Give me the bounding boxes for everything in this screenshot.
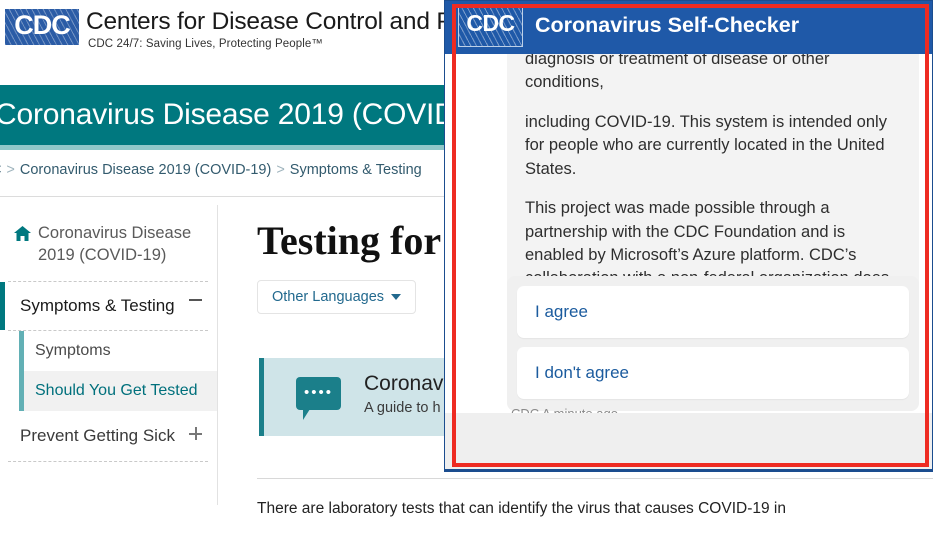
chevron-down-icon (391, 294, 402, 301)
body-paragraph: There are laboratory tests that can iden… (257, 500, 786, 517)
site-tagline: CDC 24/7: Saving Lives, Protecting Peopl… (88, 38, 323, 50)
content-rule (257, 478, 933, 479)
sidebar-divider (8, 280, 208, 282)
cdc-logo-hatch (5, 9, 79, 45)
i-dont-agree-button[interactable]: I don't agree (517, 347, 909, 399)
breadcrumb-item-cdc[interactable]: CDC (0, 162, 1, 178)
cdc-logo[interactable]: CDC (5, 9, 79, 45)
breadcrumb-separator: > (276, 162, 285, 178)
breadcrumb-rule (0, 196, 447, 197)
sidebar-item-symptoms-testing-label: Symptoms & Testing (20, 295, 175, 315)
breadcrumb-item-covid[interactable]: Coronavirus Disease 2019 (COVID-19) (19, 162, 272, 178)
sidebar-item-symptoms[interactable]: Symptoms (19, 331, 218, 371)
sidebar-subnav: Symptoms Should You Get Tested (0, 330, 218, 411)
sidebar-item-should-you-get-tested-label: Should You Get Tested (35, 381, 198, 399)
sidebar-item-should-you-get-tested[interactable]: Should You Get Tested (19, 370, 218, 411)
cdc-logo-text: CDC (14, 10, 71, 40)
sidebar-divider (8, 329, 208, 331)
breadcrumb-item-symptoms-testing[interactable]: Symptoms & Testing (289, 162, 422, 178)
modal-footer (445, 413, 932, 469)
modal-message-clipped-line: diagnosis or treatment of disease or oth… (525, 54, 830, 92)
promo-subtitle: A guide to h (364, 400, 441, 416)
modal-choice-group: I agree I don't agree (507, 276, 919, 411)
modal-cdc-logo-text: CDC (466, 10, 515, 36)
modal-message-paragraph-1: including COVID-19. This system is inten… (525, 112, 887, 178)
sidebar-item-home[interactable]: Coronavirus Disease 2019 (COVID-19) (0, 205, 218, 281)
minus-icon[interactable] (189, 298, 202, 301)
other-languages-label: Other Languages (272, 289, 385, 305)
modal-header: CDC Coronavirus Self-Checker (445, 1, 932, 54)
modal-message-meta: CDC A minute ago (511, 406, 618, 413)
sidebar-vertical-rule (217, 205, 218, 505)
modal-cdc-logo-hatch (459, 8, 522, 46)
sidebar-divider (8, 460, 208, 462)
page-title: Testing for (257, 218, 442, 263)
sidebar-item-prevent-getting-sick-label: Prevent Getting Sick (20, 425, 175, 445)
promo-title: Coronav (364, 372, 444, 395)
sidebar-item-home-label: Coronavirus Disease 2019 (COVID-19) (38, 224, 192, 264)
promo-text-block: Coronav A guide to h (364, 372, 443, 416)
modal-cdc-logo: CDC (458, 7, 523, 47)
sidebar-item-prevent-getting-sick[interactable]: Prevent Getting Sick (0, 411, 218, 461)
sidebar-subnav-bar (19, 330, 24, 411)
plus-icon-vertical (194, 427, 197, 441)
other-languages-button[interactable]: Other Languages (257, 280, 417, 314)
modal-title: Coronavirus Self-Checker (535, 13, 800, 37)
sidebar-item-symptoms-testing[interactable]: Symptoms & Testing (0, 281, 218, 330)
sidebar-nav: Coronavirus Disease 2019 (COVID-19) Symp… (0, 205, 218, 462)
breadcrumb-separator: > (6, 162, 15, 178)
chat-bubble-dots: •••• (303, 384, 333, 401)
sidebar-active-bar (0, 281, 5, 330)
sidebar-item-symptoms-label: Symptoms (35, 341, 111, 359)
chat-bubble-icon: •••• (296, 377, 341, 420)
banner-title: Coronavirus Disease 2019 (COVID-19) (0, 98, 509, 131)
self-checker-modal: CDC Coronavirus Self-Checker diagnosis o… (444, 0, 933, 470)
modal-message-scroll[interactable]: diagnosis or treatment of disease or oth… (445, 54, 932, 413)
breadcrumb: CDC >Coronavirus Disease 2019 (COVID-19)>… (0, 162, 570, 192)
i-agree-button[interactable]: I agree (517, 286, 909, 338)
modal-bottom-border (444, 470, 933, 472)
